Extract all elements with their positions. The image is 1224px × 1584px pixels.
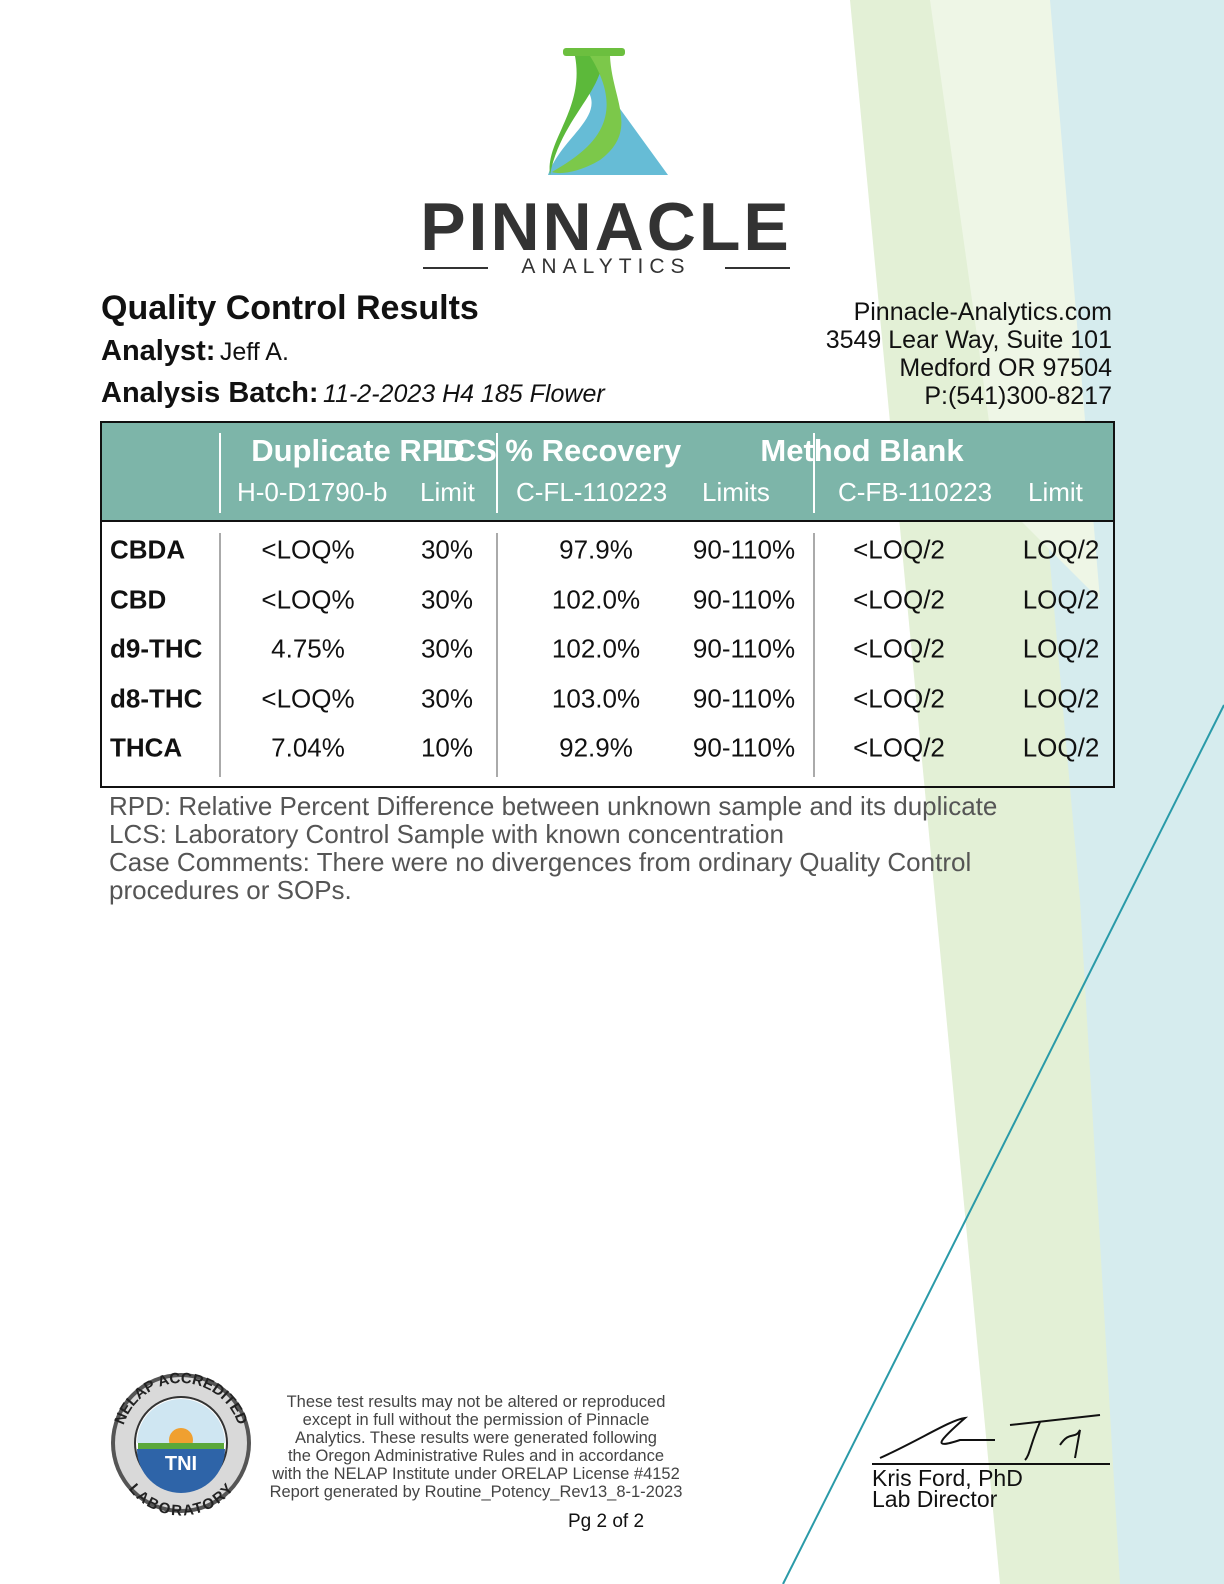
disclaimer-line: the Oregon Administrative Rules and in a… <box>287 1447 665 1465</box>
table-cell: 90-110% <box>692 732 796 763</box>
table-cell: 30% <box>420 633 474 664</box>
table-cell: 30% <box>420 683 474 713</box>
table-cell: <LOQ% <box>261 584 355 614</box>
analyte-name: CBD <box>110 584 167 614</box>
contact: Pinnacle-Analytics.com 3549 Lear Way, Sui… <box>826 298 1112 410</box>
analyst-label: Analyst: <box>101 335 216 367</box>
table-cell: <LOQ/2 <box>853 584 945 614</box>
table-header: Duplicate RPD H-0-D1790-b Limit LCS % Recov… <box>102 423 1113 522</box>
group-subheader: Limit <box>1028 477 1083 507</box>
group-subheader: H-0-D1790-b <box>237 477 388 507</box>
column-separator <box>813 533 815 777</box>
header-separator <box>496 433 498 513</box>
title: Quality Control Results <box>101 289 479 327</box>
qc-table: Duplicate RPD H-0-D1790-b Limit LCS % Recov… <box>100 421 1115 788</box>
disclaimer-line: with the NELAP Institute under ORELAP Li… <box>272 1465 680 1483</box>
bg-line <box>782 704 1224 1584</box>
table-cell: <LOQ/2 <box>853 732 945 763</box>
group-title: Method Blank <box>760 433 964 468</box>
group-subheader: Limits <box>702 477 770 507</box>
table-cell: 90-110% <box>692 584 796 614</box>
table-cell: 90-110% <box>692 683 796 713</box>
page-number: Pg 2 of 2 <box>567 1511 645 1532</box>
table-cell: <LOQ/2 <box>853 534 945 565</box>
table-cell: 92.9% <box>559 732 633 763</box>
group-subheader: Limit <box>420 477 475 507</box>
disclaimer-line: Report generated by Routine_Potency_Rev1… <box>269 1483 683 1501</box>
disclaimer-line: Analytics. These results were generated … <box>295 1429 657 1447</box>
table-cell: LOQ/2 <box>1022 683 1100 713</box>
contact-line: 3549 Lear Way, Suite 101 <box>825 326 1112 354</box>
batch-label: Analysis Batch: <box>101 377 319 409</box>
group-title: LCS % Recovery <box>434 433 682 468</box>
table-cell: 97.9% <box>559 534 633 565</box>
table-cell: LOQ/2 <box>1022 584 1100 614</box>
note-line: Case Comments: There were no divergences… <box>109 847 972 877</box>
column-separator <box>219 533 221 777</box>
table-cell: LOQ/2 <box>1022 633 1100 664</box>
table-cell: LOQ/2 <box>1022 732 1100 763</box>
seal-center: TNI <box>165 1453 197 1475</box>
table-cell: 30% <box>420 534 474 565</box>
note-line: LCS: Laboratory Control Sample with know… <box>109 819 784 849</box>
contact-line: P:(541)300-8217 <box>924 382 1112 410</box>
group-subheader: C-FB-110223 <box>838 477 993 507</box>
logo-tagline: ANALYTICS <box>521 255 691 278</box>
table-cell: 30% <box>420 584 474 614</box>
batch-row: Analysis Batch: 11-2-2023 H4 185 Flower <box>101 377 605 410</box>
table-cell: <LOQ% <box>261 534 355 565</box>
table-cell: <LOQ/2 <box>853 633 945 664</box>
table-cell: 90-110% <box>692 633 796 664</box>
table-cell: 4.75% <box>271 633 345 664</box>
table-cell: 102.0% <box>551 633 641 664</box>
note-line: RPD: Relative Percent Difference between… <box>109 791 998 821</box>
table-cell: 103.0% <box>551 683 641 713</box>
table-cell: 90-110% <box>692 534 796 565</box>
logo-mark <box>548 48 668 175</box>
header-separator <box>219 433 221 513</box>
analyst-row: Analyst: Jeff A. <box>101 335 289 368</box>
analyst: Jeff A. <box>219 338 289 366</box>
batch: 11-2-2023 H4 185 Flower <box>323 380 605 408</box>
analyte-name: CBDA <box>110 534 186 565</box>
table-cell: 102.0% <box>551 584 641 614</box>
signature-name: Kris Ford, PhD <box>872 1465 1023 1491</box>
contact-line: Pinnacle-Analytics.com <box>853 298 1112 326</box>
table-cell: <LOQ/2 <box>853 683 945 713</box>
signature <box>879 1414 1101 1461</box>
table-cell: <LOQ% <box>261 683 355 713</box>
group-subheader: C-FL-110223 <box>516 477 668 507</box>
analyte-name: THCA <box>110 732 183 763</box>
group-title: Duplicate RPD <box>251 433 465 468</box>
table-cell: 10% <box>420 732 474 763</box>
logo-name: PINNACLE <box>420 189 792 265</box>
table-cell: LOQ/2 <box>1022 534 1100 565</box>
note-line: procedures or SOPs. <box>109 875 352 905</box>
contact-line: Medford OR 97504 <box>899 354 1112 382</box>
signature-title: Lab Director <box>872 1486 998 1512</box>
header-separator <box>813 433 815 513</box>
disclaimer-line: These test results may not be altered or… <box>286 1393 666 1411</box>
column-separator <box>496 533 498 777</box>
table-cell: 7.04% <box>271 732 345 763</box>
disclaimer-line: except in full without the permission of… <box>302 1411 650 1429</box>
analyte-name: d8-THC <box>110 683 203 713</box>
analyte-name: d9-THC <box>110 633 203 664</box>
